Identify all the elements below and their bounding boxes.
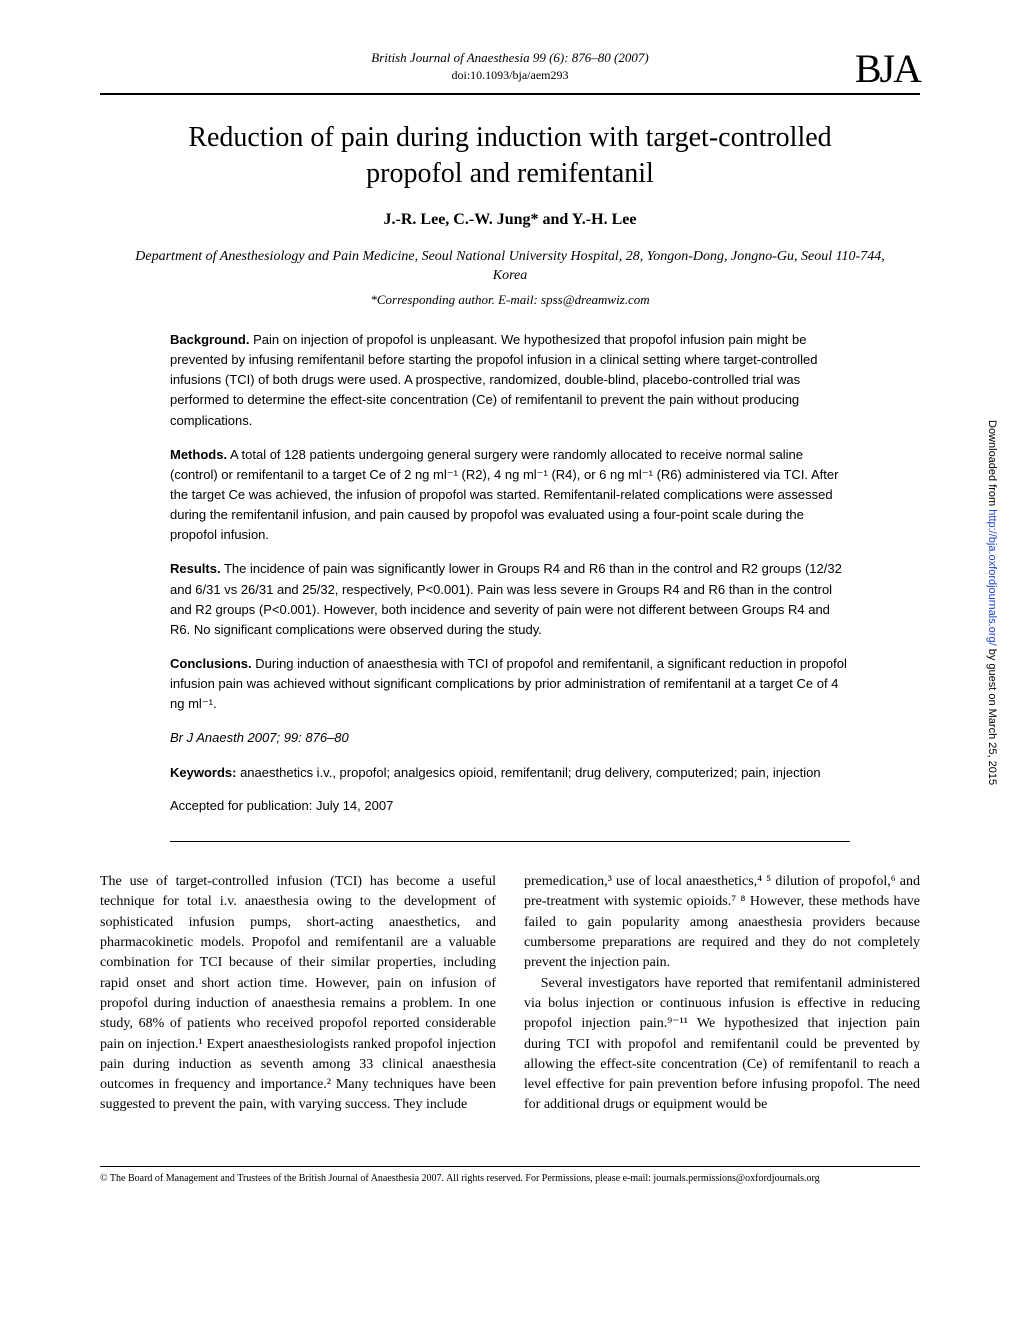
side-link[interactable]: http://bja.oxfordjournals.org/ bbox=[986, 509, 998, 645]
abstract-background: Background. Pain on injection of propofo… bbox=[170, 330, 850, 431]
background-text: Pain on injection of propofol is unpleas… bbox=[170, 332, 817, 428]
keywords-head: Keywords: bbox=[170, 765, 236, 780]
body-col2-p2: Several investigators have reported that… bbox=[524, 974, 920, 1116]
side-prefix: Downloaded from bbox=[986, 420, 998, 509]
conclusions-text: During induction of anaesthesia with TCI… bbox=[170, 656, 847, 711]
top-rule bbox=[100, 93, 920, 95]
column-left: The use of target-controlled infusion (T… bbox=[100, 872, 496, 1116]
results-head: Results. bbox=[170, 561, 221, 576]
abstract-block: Background. Pain on injection of propofo… bbox=[170, 330, 850, 816]
article-title: Reduction of pain during induction with … bbox=[140, 120, 880, 193]
authors: J.-R. Lee, C.-W. Jung* and Y.-H. Lee bbox=[100, 211, 920, 229]
keywords-text: anaesthetics i.v., propofol; analgesics … bbox=[236, 765, 820, 780]
side-suffix: by guest on March 25, 2015 bbox=[986, 646, 998, 785]
methods-text: A total of 128 patients undergoing gener… bbox=[170, 447, 838, 543]
abstract-results: Results. The incidence of pain was signi… bbox=[170, 559, 850, 640]
results-text: The incidence of pain was significantly … bbox=[170, 561, 842, 636]
background-head: Background. bbox=[170, 332, 249, 347]
journal-logo: BJA bbox=[855, 45, 920, 92]
corresponding-author: *Corresponding author. E-mail: spss@drea… bbox=[100, 292, 920, 308]
doi: doi:10.1093/bja/aem293 bbox=[100, 68, 920, 83]
body-col1-p1: The use of target-controlled infusion (T… bbox=[100, 872, 496, 1116]
accepted-date: Accepted for publication: July 14, 2007 bbox=[170, 796, 850, 816]
abstract-conclusions: Conclusions. During induction of anaesth… bbox=[170, 654, 850, 714]
abstract-methods: Methods. A total of 128 patients undergo… bbox=[170, 445, 850, 546]
journal-header: British Journal of Anaesthesia 99 (6): 8… bbox=[100, 50, 920, 66]
abstract-rule bbox=[170, 841, 850, 842]
footer-copyright: © The Board of Management and Trustees o… bbox=[100, 1166, 920, 1184]
keywords: Keywords: anaesthetics i.v., propofol; a… bbox=[170, 763, 850, 783]
body-text: The use of target-controlled infusion (T… bbox=[100, 872, 920, 1116]
column-right: premedication,³ use of local anaesthetic… bbox=[524, 872, 920, 1116]
methods-head: Methods. bbox=[170, 447, 227, 462]
conclusions-head: Conclusions. bbox=[170, 656, 252, 671]
affiliation: Department of Anesthesiology and Pain Me… bbox=[120, 247, 900, 286]
body-col2-p1: premedication,³ use of local anaesthetic… bbox=[524, 872, 920, 973]
download-watermark: Downloaded from http://bja.oxfordjournal… bbox=[986, 420, 998, 785]
citation: Br J Anaesth 2007; 99: 876–80 bbox=[170, 728, 850, 748]
